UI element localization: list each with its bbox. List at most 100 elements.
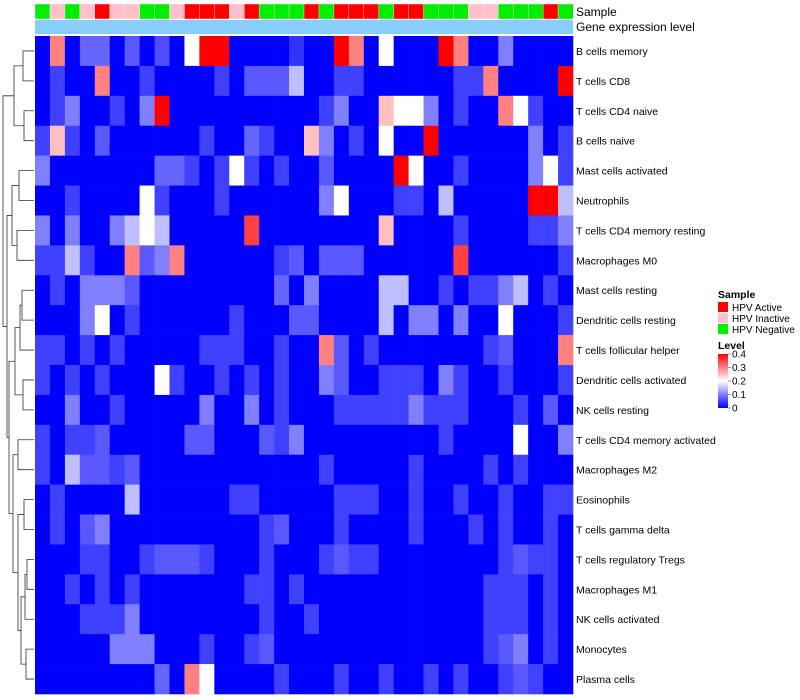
heatmap-cell [558,544,574,575]
heatmap-cell [393,245,409,276]
heatmap-cell [498,215,514,246]
heatmap-cell [169,514,185,545]
heatmap-cell [408,365,424,396]
legend-level-colorbar [718,354,728,408]
heatmap-cell [79,454,96,485]
heatmap-cell [214,275,230,306]
heatmap-cell [513,484,529,515]
heatmap-cell [259,365,275,396]
heatmap-cell [184,36,200,67]
heatmap-cell [423,275,439,306]
heatmap-cell [94,36,111,67]
heatmap-cell [513,574,529,605]
heatmap-cell [513,544,529,575]
heatmap-cell [423,245,439,276]
sample-annotation-cell [184,3,200,20]
heatmap-cell [348,125,365,156]
heatmap-cell [229,275,245,306]
heatmap-cell [483,335,499,366]
heatmap-cell [483,245,499,276]
heatmap-cell [139,245,155,276]
heatmap-cell [124,215,140,246]
heatmap-cell [244,365,260,396]
heatmap-cell [199,155,215,186]
heatmap-cell [363,484,380,515]
row-dendrogram [2,50,34,680]
heatmap-cell [169,95,185,127]
sample-annotation-cell [453,3,469,20]
heatmap-cell [49,454,66,485]
row-label: Dendritic cells activated [576,375,686,387]
heatmap-cell [333,335,350,366]
heatmap-cell [229,215,245,246]
heatmap-cell [558,95,574,127]
heatmap-cell [363,125,380,156]
heatmap-cell [333,125,350,156]
heatmap-cell [214,544,230,575]
heatmap-cell [408,305,424,336]
heatmap-cell [64,514,81,545]
heatmap-cell [378,36,394,67]
heatmap-cell [154,125,170,156]
heatmap-cell [274,604,290,635]
heatmap-cell [513,185,529,216]
heatmap-cell [483,484,499,515]
heatmap-cell [64,185,81,216]
row-label: Macrophages M2 [576,465,657,477]
heatmap-cell [259,604,275,635]
heatmap-cell [423,95,439,127]
heatmap-cell [139,664,155,695]
heatmap-cell [423,574,439,605]
heatmap-cell [244,125,260,156]
heatmap-cell [453,155,469,186]
heatmap-cell [244,155,260,186]
legend-sample-swatch [718,313,728,323]
sample-annotation-cell [378,3,395,20]
heatmap-cell [154,365,170,396]
heatmap-cell [304,544,320,575]
heatmap-cell [109,95,125,127]
heatmap-cell [528,365,544,396]
heatmap-cell [79,305,96,336]
heatmap-cell [363,574,380,605]
heatmap-cell [229,65,245,97]
heatmap-cell [333,394,350,426]
heatmap-cell [378,215,394,246]
heatmap-cell [393,574,409,605]
heatmap-cell [363,424,380,456]
heatmap-cell [184,394,200,426]
heatmap-cell [498,305,514,336]
heatmap-cell [49,185,66,216]
heatmap-cell [79,484,96,515]
heatmap-cell [244,604,260,635]
heatmap-cell [483,574,499,605]
heatmap-cell [214,574,230,605]
heatmap-cell [124,36,140,67]
heatmap-cell [304,394,320,426]
heatmap-cell [498,634,514,665]
legend-level-tick-label: 0.3 [732,363,746,374]
heatmap-cell [199,95,215,127]
heatmap-cell [154,155,170,186]
heatmap-cell [528,514,544,545]
heatmap-cell [124,574,140,605]
heatmap-cell [408,65,424,97]
heatmap-cell [259,574,275,605]
sample-annotation-cell [363,3,380,20]
heatmap-cell [124,394,140,426]
heatmap-cell [35,514,51,545]
heatmap-cell [184,335,200,366]
heatmap-cell [438,424,454,456]
heatmap-cell [124,664,140,695]
heatmap-cell [274,125,290,156]
heatmap-cell [259,215,275,246]
heatmap-cell [468,634,484,665]
heatmap-cell [318,544,335,575]
heatmap-cell [423,664,439,695]
heatmap-cell [289,275,305,306]
heatmap-cell [214,394,230,426]
heatmap-cell [79,544,96,575]
heatmap-cell [304,95,320,127]
heatmap-cell [64,36,81,67]
